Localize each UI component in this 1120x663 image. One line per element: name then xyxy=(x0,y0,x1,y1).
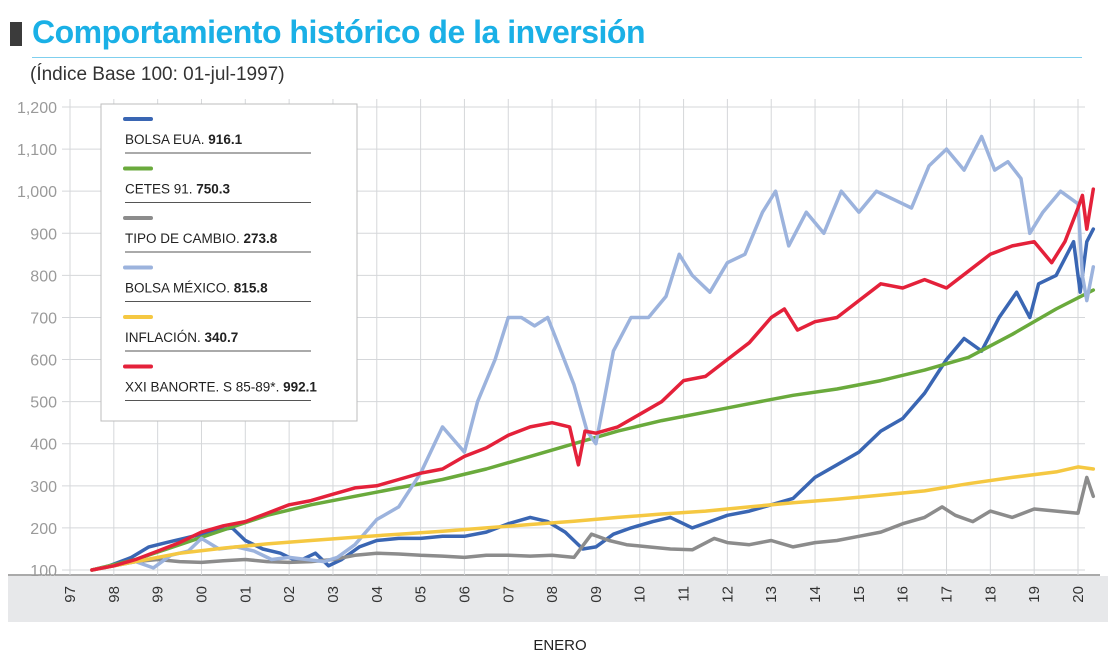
x-tick-label: 18 xyxy=(982,586,999,603)
legend-label: CETES 91. 750.3 xyxy=(125,182,231,197)
x-tick-label: 20 xyxy=(1070,586,1087,603)
legend: BOLSA EUA. 916.1 CETES 91. 750.3 TIPO DE C… xyxy=(100,103,358,422)
legend-box xyxy=(100,103,358,422)
title-rule xyxy=(32,57,1082,58)
x-axis-background xyxy=(8,576,1108,622)
x-tick-label: 98 xyxy=(106,586,123,603)
legend-label: INFLACIÓN. 340.7 xyxy=(125,330,238,345)
x-tick-label: 08 xyxy=(544,586,561,603)
series-lines xyxy=(90,134,1096,572)
legend-label: TIPO DE CAMBIO. 273.8 xyxy=(125,231,278,246)
x-tick-label: 17 xyxy=(939,586,956,603)
x-tick-label: 09 xyxy=(588,586,605,603)
x-tick-label: 04 xyxy=(369,586,386,603)
y-tick-label: 900 xyxy=(30,226,57,243)
x-axis-ticks: 97 98 99 00 01 02 03 04 05 06 07 08 09 10 11 12 13 14 15 16… xyxy=(62,586,1087,603)
x-tick-label: 13 xyxy=(763,586,780,603)
x-tick-label: 01 xyxy=(237,586,254,603)
x-tick-label: 02 xyxy=(281,586,298,603)
x-tick-label: 07 xyxy=(500,586,517,603)
x-tick-label: 05 xyxy=(413,586,430,603)
x-tick-label: 16 xyxy=(895,586,912,603)
y-tick-label: 500 xyxy=(30,395,57,412)
x-tick-label: 99 xyxy=(150,586,167,603)
x-tick-label: 15 xyxy=(851,586,868,603)
y-axis-ticks: 100 200 300 400 500 600 700 800 900 1,000 1,100 1,2… xyxy=(17,100,57,580)
y-tick-label: 1,000 xyxy=(17,184,57,201)
x-tick-label: 19 xyxy=(1026,586,1043,603)
series-line-1 xyxy=(90,227,1096,572)
y-tick-label: 400 xyxy=(30,437,57,454)
y-tick-label: 1,100 xyxy=(17,142,57,159)
x-axis-band xyxy=(8,574,1108,622)
y-tick-label: 300 xyxy=(30,479,57,496)
title-marker xyxy=(10,22,22,46)
legend-label: BOLSA MÉXICO. 815.8 xyxy=(125,281,268,296)
x-tick-label: 10 xyxy=(632,586,649,603)
x-tick-label: 12 xyxy=(719,586,736,603)
y-tick-label: 200 xyxy=(30,521,57,538)
y-tick-label: 800 xyxy=(30,268,57,285)
y-tick-label: 700 xyxy=(30,310,57,327)
x-tick-label: 14 xyxy=(807,586,824,603)
x-tick-label: 06 xyxy=(456,586,473,603)
y-tick-label: 600 xyxy=(30,353,57,370)
series-line-3 xyxy=(90,475,1096,572)
series-line-5 xyxy=(90,465,1096,572)
x-tick-label: 00 xyxy=(193,586,210,603)
x-axis-label: ENERO xyxy=(533,637,587,654)
legend-label: BOLSA EUA. 916.1 xyxy=(125,132,243,147)
x-tick-label: 11 xyxy=(676,586,693,602)
series-line-4 xyxy=(90,134,1096,572)
x-tick-label: 97 xyxy=(62,586,79,603)
x-tick-label: 03 xyxy=(325,586,342,603)
y-tick-label: 100 xyxy=(30,563,57,580)
legend-label: XXI BANORTE. S 85-89*. 992.1 xyxy=(125,380,317,395)
series-line-6 xyxy=(90,187,1096,572)
chart-title: Comportamiento histórico de la inversión xyxy=(32,14,645,50)
y-tick-label: 1,200 xyxy=(17,100,57,117)
chart-subtitle: (Índice Base 100: 01-jul-1997) xyxy=(30,64,285,85)
